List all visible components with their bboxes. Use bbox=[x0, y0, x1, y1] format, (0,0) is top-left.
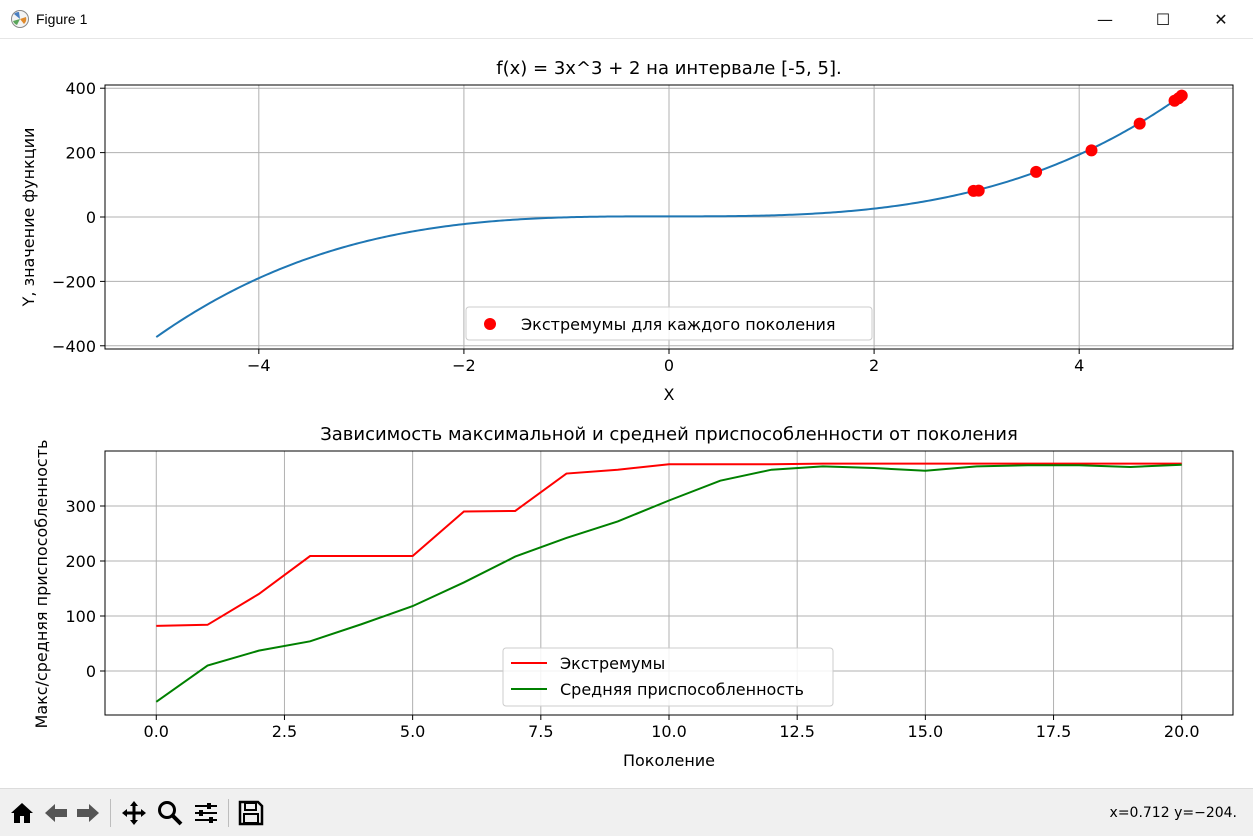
close-button[interactable]: ✕ bbox=[1214, 9, 1228, 29]
y-tick-label: 200 bbox=[65, 552, 96, 571]
legend-label-extrema: Экстремумы для каждого поколения bbox=[521, 315, 836, 334]
x-tick-label: 4 bbox=[1074, 356, 1084, 375]
x-tick-label: 15.0 bbox=[908, 722, 944, 741]
home-icon[interactable] bbox=[6, 797, 38, 829]
x-tick-label: −2 bbox=[452, 356, 476, 375]
x-tick-label: 12.5 bbox=[779, 722, 815, 741]
title-bar: Figure 1 — ☐ ✕ bbox=[0, 0, 1253, 39]
max-fitness-line bbox=[156, 462, 1182, 627]
save-icon[interactable] bbox=[235, 797, 267, 829]
y-axis-label: Макс/средняя приспособленность bbox=[32, 440, 51, 729]
x-tick-label: 2 bbox=[869, 356, 879, 375]
function-curve bbox=[155, 94, 1183, 338]
x-tick-label: 17.5 bbox=[1036, 722, 1072, 741]
forward-icon[interactable] bbox=[72, 797, 104, 829]
y-tick-label: −200 bbox=[52, 272, 96, 291]
legend-label-max: Экстремумы bbox=[560, 654, 665, 673]
x-axis-label: X bbox=[664, 385, 675, 404]
pan-icon[interactable] bbox=[118, 797, 150, 829]
minimize-button[interactable]: — bbox=[1097, 9, 1113, 29]
x-axis-label: Поколение bbox=[623, 751, 715, 770]
figure-canvas[interactable]: −4 −2 0 2 4 −400 −200 0 200 400 f(x) = 3x^3 + 2 н… bbox=[0, 38, 1253, 788]
y-tick-label: 100 bbox=[65, 607, 96, 626]
top-chart: −4 −2 0 2 4 −400 −200 0 200 400 f(x) = 3x^3 + 2 н… bbox=[19, 58, 1234, 404]
window-title: Figure 1 bbox=[36, 11, 88, 27]
legend-box bbox=[465, 306, 873, 341]
legend: Экстремумы Средняя приспособленность bbox=[502, 647, 834, 707]
matplotlib-icon bbox=[10, 9, 30, 29]
avg-fitness-line bbox=[155, 463, 1182, 703]
x-tick-label: 0.0 bbox=[144, 722, 169, 741]
bottom-chart: 0.0 2.5 5.0 7.5 10.0 12.5 15.0 17.5 20.0 0 100 200 3… bbox=[32, 424, 1234, 770]
legend-marker-extrema bbox=[484, 318, 496, 330]
ticks: −4 −2 0 2 4 −400 −200 0 200 400 bbox=[52, 79, 1084, 375]
y-axis-label: Y, значение функции bbox=[19, 128, 38, 308]
extremum-point bbox=[1030, 165, 1043, 178]
y-tick-label: 200 bbox=[65, 144, 96, 163]
maximize-button[interactable]: ☐ bbox=[1155, 9, 1171, 29]
ticks: 0.0 2.5 5.0 7.5 10.0 12.5 15.0 17.5 20.0 0 100 200 3… bbox=[65, 497, 1199, 741]
grid bbox=[105, 85, 1233, 349]
legend: Экстремумы для каждого поколения bbox=[465, 306, 873, 341]
x-tick-label: 10.0 bbox=[651, 722, 687, 741]
y-tick-label: 400 bbox=[65, 79, 96, 98]
toolbar-separator bbox=[110, 799, 111, 827]
plot-area bbox=[155, 462, 1182, 703]
configure-subplots-icon[interactable] bbox=[190, 797, 222, 829]
legend-box bbox=[502, 647, 834, 707]
extremum-point bbox=[972, 184, 985, 197]
x-tick-label: 20.0 bbox=[1164, 722, 1200, 741]
plot-area bbox=[155, 89, 1188, 338]
legend-label-avg: Средняя приспособленность bbox=[560, 680, 804, 699]
extremum-point bbox=[1133, 117, 1146, 130]
chart-title: f(x) = 3x^3 + 2 на интервале [-5, 5]. bbox=[496, 58, 841, 79]
back-icon[interactable] bbox=[40, 797, 72, 829]
x-tick-label: 5.0 bbox=[400, 722, 425, 741]
extremum-point bbox=[1175, 89, 1188, 102]
chart-title: Зависимость максимальной и средней присп… bbox=[320, 424, 1018, 445]
y-tick-label: 0 bbox=[86, 208, 96, 227]
cursor-coordinates: x=0.712 y=−204. bbox=[1109, 805, 1237, 821]
navigation-toolbar: x=0.712 y=−204. bbox=[0, 788, 1253, 836]
y-tick-label: 0 bbox=[86, 662, 96, 681]
y-tick-label: 300 bbox=[65, 497, 96, 516]
zoom-icon[interactable] bbox=[154, 797, 186, 829]
x-tick-label: 7.5 bbox=[528, 722, 553, 741]
x-tick-label: −4 bbox=[247, 356, 271, 375]
toolbar-separator bbox=[228, 799, 229, 827]
extremum-point bbox=[1085, 144, 1098, 157]
charts-svg: −4 −2 0 2 4 −400 −200 0 200 400 f(x) = 3x^3 + 2 н… bbox=[19, 58, 1234, 770]
y-tick-label: −400 bbox=[52, 337, 96, 356]
x-tick-label: 0 bbox=[664, 356, 674, 375]
x-tick-label: 2.5 bbox=[272, 722, 297, 741]
